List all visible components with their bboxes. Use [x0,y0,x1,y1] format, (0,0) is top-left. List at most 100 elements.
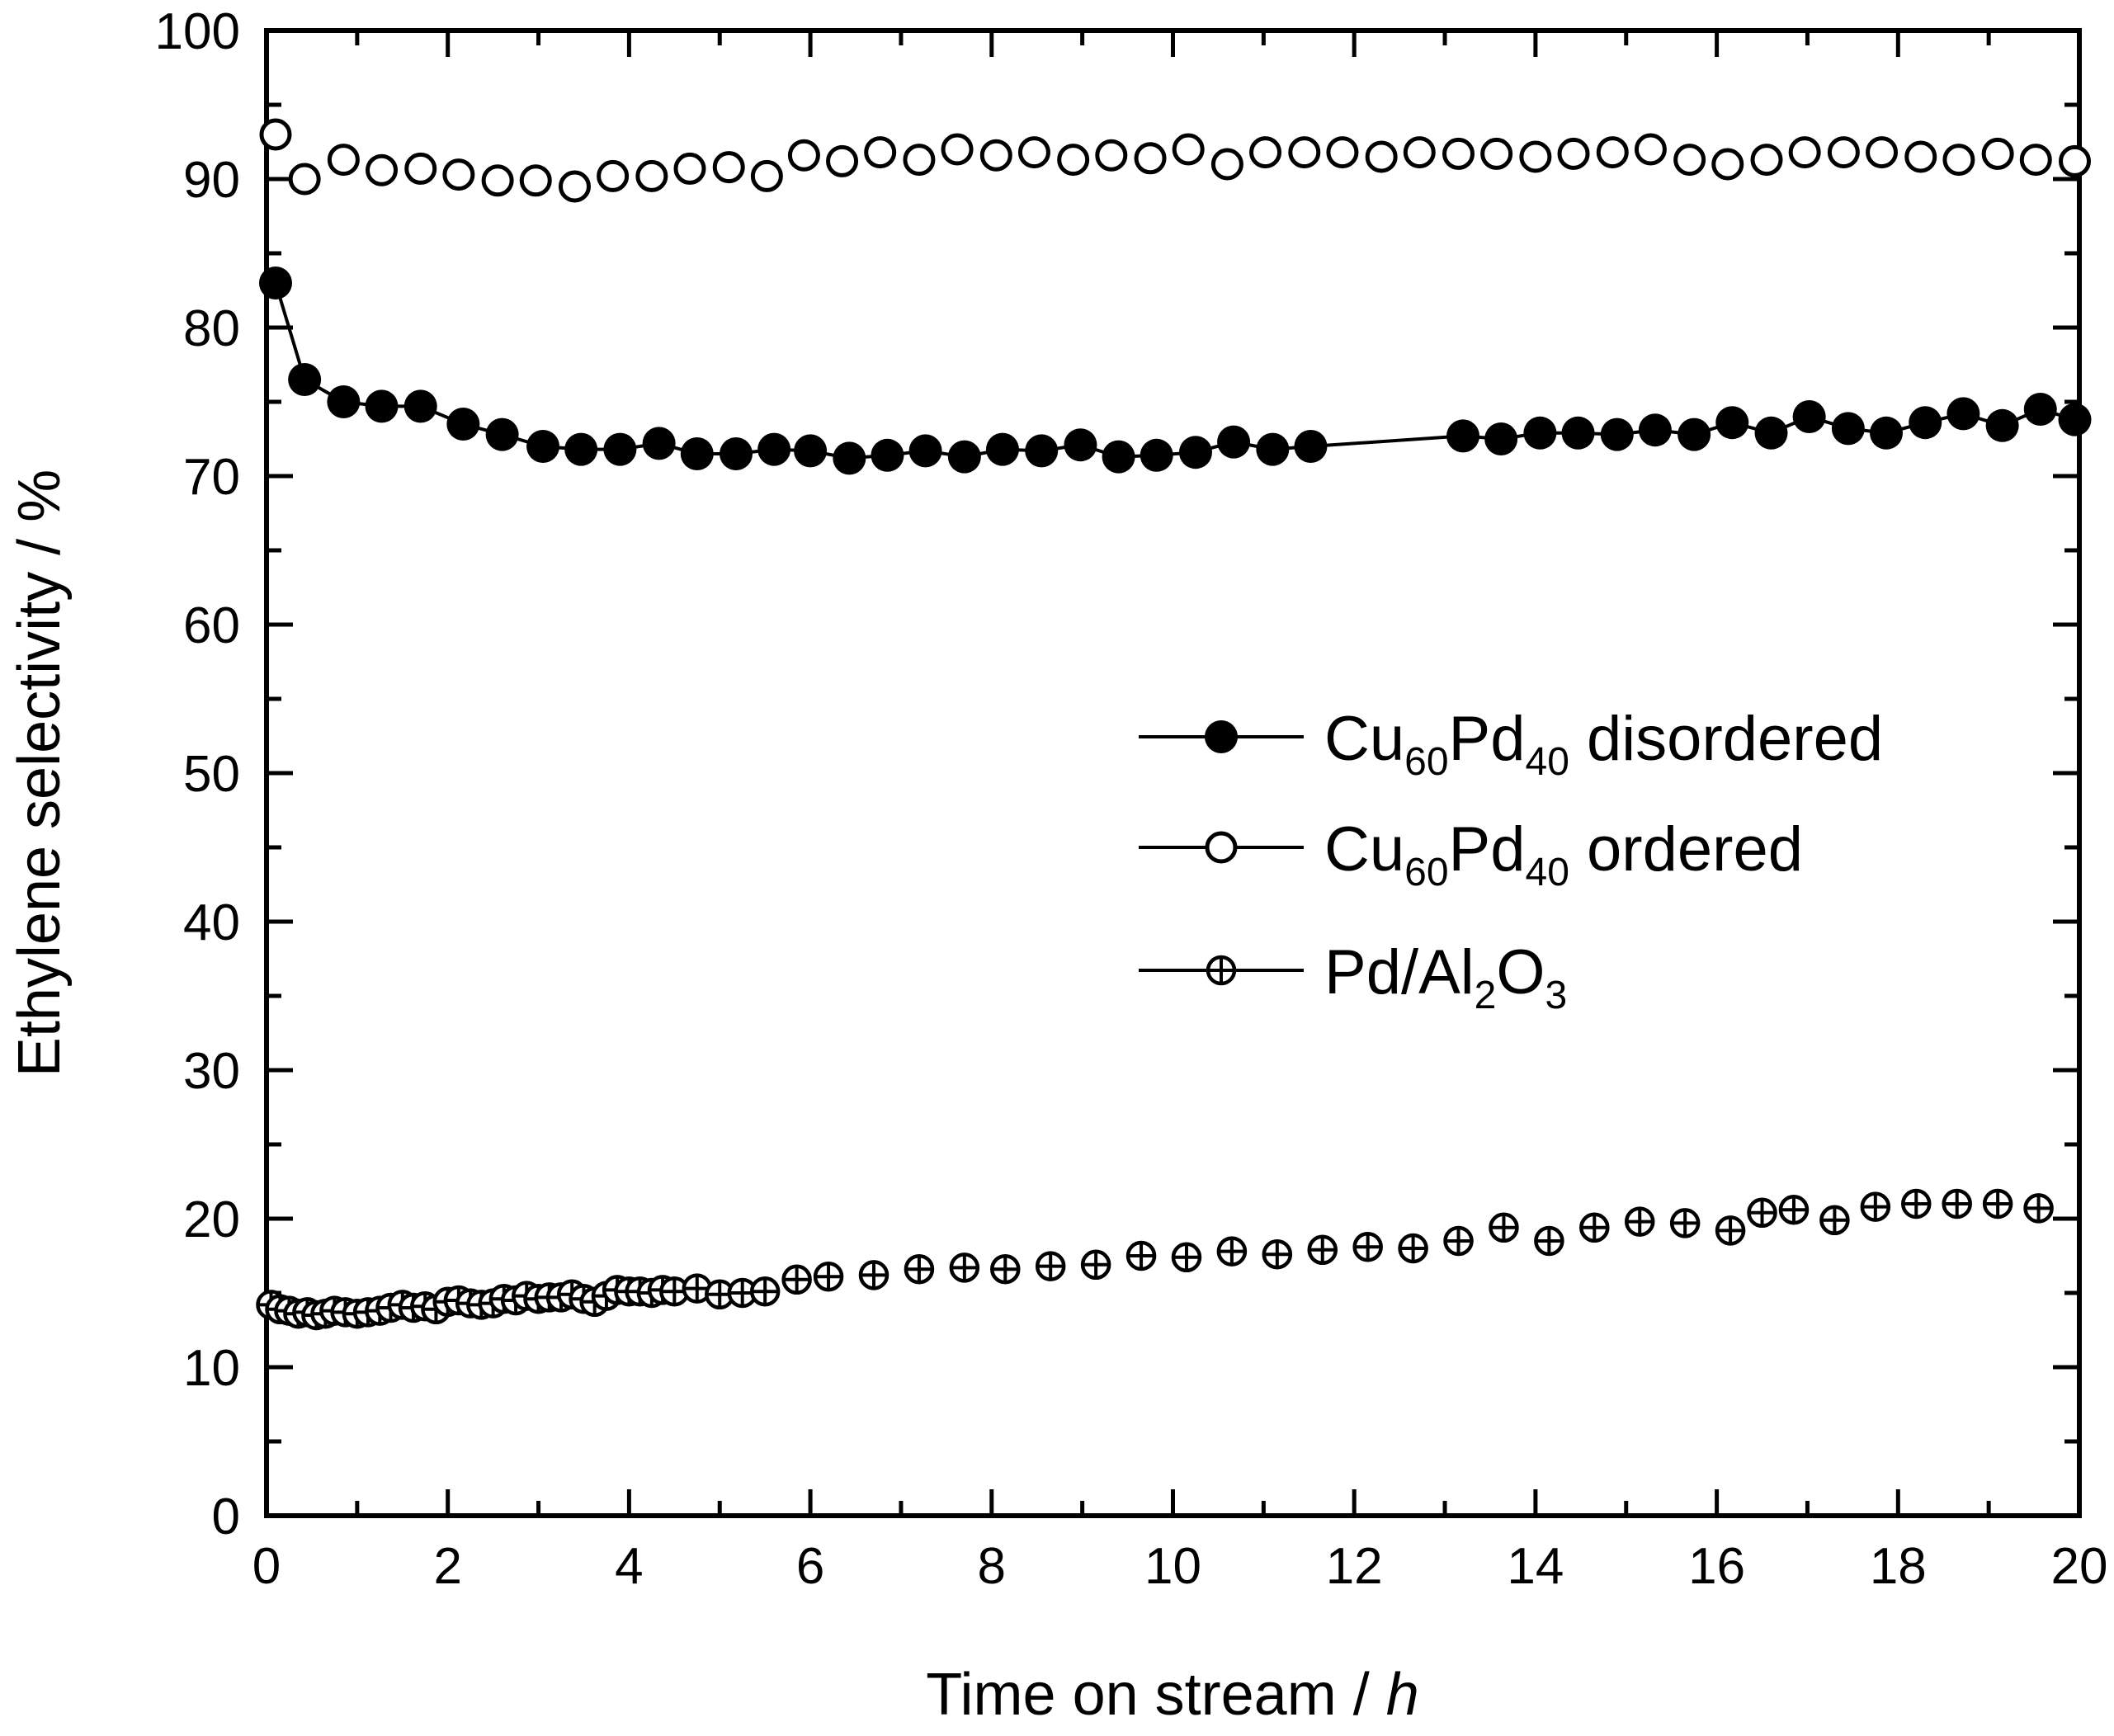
data-point [990,1253,1021,1285]
data-point [858,1260,889,1290]
data-point [603,432,637,466]
data-point [1443,1225,1474,1257]
data-point [749,1276,781,1307]
data-point [1398,1233,1428,1264]
legend-text: Cu [1324,704,1404,774]
data-point [1985,408,2019,442]
data-point [1669,1208,1701,1238]
data-point [403,389,437,423]
data-point [258,267,292,300]
series-layer [256,118,2092,1331]
data-point [1904,140,1937,173]
data-point [833,441,866,475]
legend-label: Cu60Pd40 ordered [1324,814,1803,894]
data-point [712,151,745,184]
data-point [673,152,706,185]
data-point [903,144,936,177]
x-tick-label: 0 [252,1538,281,1595]
data-point [1057,144,1090,177]
data-point [1217,425,1251,459]
x-tick-label: 12 [1326,1538,1383,1595]
data-point [1064,428,1097,462]
data-point [1557,137,1590,170]
y-tick-label: 80 [183,300,240,357]
data-point [1866,136,1899,169]
data-point [635,159,668,192]
data-point [259,118,292,151]
data-point [1352,1231,1383,1262]
data-point [1715,1215,1746,1246]
data-point [1025,434,1059,468]
data-point [564,432,598,466]
data-point [1446,419,1480,453]
data-point [871,438,904,472]
series-1 [259,118,2092,203]
data-point [1624,1206,1655,1237]
legend-text: ordered [1569,814,1803,885]
data-point [794,434,828,468]
data-point [1134,142,1167,175]
data-point [949,1252,980,1283]
data-point [1827,136,1860,169]
legend-subscript: 40 [1526,740,1569,784]
data-point [1638,413,1672,447]
y-tick-label: 40 [183,894,240,951]
data-point [750,159,783,192]
y-tick-label: 60 [183,597,240,654]
data-point [1750,144,1783,177]
x-tick-label: 2 [433,1538,461,1595]
y-tick-label: 50 [183,746,240,803]
data-point [1778,1194,1810,1225]
x-tick-label: 8 [978,1538,1006,1595]
data-point [2019,144,2052,177]
data-point [1035,1251,1066,1281]
data-point [908,434,942,468]
legend-subscript: 60 [1404,851,1448,894]
legend-text: Pd [1449,704,1526,774]
data-point [1600,417,1634,451]
data-point [1403,136,1436,169]
data-point [442,158,475,191]
data-point [1579,1212,1610,1243]
x-axis-title-unit: h [1386,1662,1419,1728]
data-point [1942,144,1975,177]
data-point [327,144,360,177]
x-tick-label: 18 [1870,1538,1927,1595]
data-point [1519,140,1552,173]
data-point [1711,148,1744,181]
axis-tick-labels: 0 2 4 6 8 10 12 14 16 18 20 0 10 20 30 40 50 60 70 80 90 100 [155,3,2108,1595]
legend-subscript: 2 [1475,974,1497,1017]
data-point [288,163,321,196]
x-tick-label: 20 [2051,1538,2108,1595]
legend-text: Pd [1449,814,1526,885]
x-tick-label: 4 [615,1538,643,1595]
data-point [1523,416,1557,450]
data-point [1294,430,1328,463]
legend-marker [1205,831,1238,864]
data-point [787,139,820,172]
data-point [1819,1205,1850,1236]
data-point [1095,139,1128,172]
x-tick-label: 6 [796,1538,824,1595]
data-point [781,1264,812,1295]
data-point [2023,393,2057,426]
axis-ticks [264,28,2082,1518]
data-point [519,164,552,197]
data-point [1262,1238,1293,1270]
data-point [1788,136,1821,169]
data-point [1860,1191,1891,1222]
legend-text: O [1496,937,1545,1007]
legend-subscript: 40 [1526,851,1569,894]
data-point [1178,436,1212,469]
data-point [682,1273,713,1304]
x-axis-title-text: Time on stream / [926,1662,1385,1728]
data-point [1909,406,1942,440]
data-point [1678,417,1711,451]
data-point [1171,1242,1202,1273]
data-point [904,1253,935,1285]
data-point [1673,144,1706,177]
legend-subscript: 3 [1545,974,1567,1017]
data-point [720,437,753,470]
data-point [659,1276,690,1307]
data-point [1172,133,1205,166]
